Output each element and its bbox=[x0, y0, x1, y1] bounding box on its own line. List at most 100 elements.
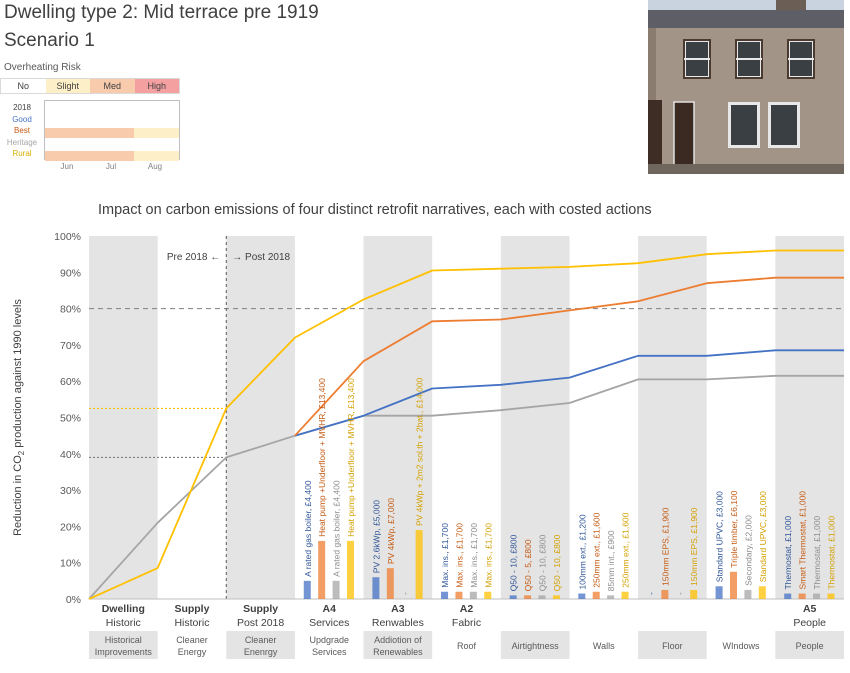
action-label: Smart Thermostat, £1,000 bbox=[798, 491, 808, 590]
action-label: Q50 - 10, £800 bbox=[538, 534, 548, 591]
action-label: Max. ins., £1,700 bbox=[454, 523, 464, 588]
overheating-risk-legend: No Slight Med High bbox=[0, 78, 180, 94]
action-label: Thermostat, £1,000 bbox=[783, 516, 793, 590]
action-bar bbox=[386, 568, 394, 599]
overheating-cell bbox=[45, 151, 90, 161]
stage-bottom-band bbox=[89, 631, 158, 659]
stage-bottom-label: Cleaner bbox=[176, 635, 208, 645]
action-bar bbox=[372, 577, 380, 599]
overheating-row-label: Rural bbox=[12, 149, 32, 158]
scenario-title: Scenario 1 bbox=[4, 30, 95, 51]
overheating-cell bbox=[134, 128, 179, 138]
action-label: Heat pump +Underfloor + MVHR, £13,400 bbox=[317, 378, 327, 537]
stage-bottom-band bbox=[500, 631, 570, 659]
action-bar bbox=[484, 591, 492, 599]
action-bar bbox=[813, 593, 821, 599]
action-bars bbox=[303, 530, 835, 599]
overheating-month-label: Jul bbox=[105, 162, 117, 171]
overheating-grid bbox=[44, 100, 180, 161]
action-label: 150mm EPS, £1,900 bbox=[660, 507, 670, 586]
stage-top-label: A5 bbox=[803, 603, 817, 615]
action-bar bbox=[524, 595, 532, 599]
action-bar bbox=[607, 595, 615, 599]
stage-bottom-label: Energy bbox=[178, 647, 207, 657]
overheating-month-label: Aug bbox=[147, 162, 163, 171]
action-bar bbox=[729, 571, 737, 599]
action-label: Thermostat, £1,000 bbox=[812, 516, 822, 590]
action-label: Q50 - 5, £800 bbox=[523, 539, 533, 591]
overheating-risk-label: Overheating Risk bbox=[4, 62, 81, 73]
series-line bbox=[88, 249, 844, 600]
series-lines bbox=[88, 249, 844, 600]
overheating-cell bbox=[90, 140, 134, 150]
y-tick-label: 20% bbox=[60, 521, 81, 533]
action-bar bbox=[621, 591, 629, 599]
stage-bottom-label: Walls bbox=[593, 641, 615, 651]
stage-band bbox=[226, 236, 295, 599]
action-label: 250mm ext., £1,600 bbox=[621, 512, 631, 587]
risk-level-slight: Slight bbox=[45, 79, 90, 93]
stage-sub-label: Historic bbox=[174, 617, 209, 629]
risk-level-high: High bbox=[134, 79, 179, 93]
stage-labels: Dwelling Historic Historical Improvements Su… bbox=[89, 603, 844, 659]
action-bar bbox=[455, 591, 463, 599]
overheating-cell bbox=[90, 128, 134, 138]
overheating-row-label: Heritage bbox=[6, 137, 38, 147]
action-label: Secondary, £2,000 bbox=[743, 515, 753, 586]
action-label: Max. ins., £1,700 bbox=[469, 523, 479, 588]
action-bar bbox=[592, 591, 600, 599]
action-label: Max. ins., £1,700 bbox=[440, 523, 450, 588]
stage-band bbox=[775, 236, 844, 599]
stage-bottom-label: Floor bbox=[662, 641, 683, 651]
action-bar bbox=[827, 593, 835, 599]
action-bar bbox=[690, 589, 698, 599]
action-label: Q50 - 10, £800 bbox=[552, 534, 562, 591]
action-bar bbox=[509, 595, 517, 599]
series-line bbox=[294, 276, 844, 437]
action-bar bbox=[578, 593, 586, 599]
stage-top-label: A4 bbox=[323, 603, 337, 615]
action-label: PV 2.6kWp, £5,000 bbox=[371, 500, 381, 574]
y-tick-label: 50% bbox=[60, 413, 81, 425]
overheating-cell bbox=[90, 151, 134, 161]
post-2018-label: → Post 2018 bbox=[232, 252, 290, 263]
action-bar bbox=[715, 586, 723, 599]
stage-bottom-label: Improvements bbox=[95, 647, 153, 657]
overheating-cell bbox=[134, 105, 179, 115]
overheating-row-label: Best bbox=[13, 126, 30, 135]
action-bar bbox=[318, 540, 326, 599]
y-tick-label: 80% bbox=[60, 304, 81, 316]
overheating-cell bbox=[45, 128, 90, 138]
action-bar bbox=[469, 591, 477, 599]
y-tick-label: 70% bbox=[60, 340, 81, 352]
y-tick-label: 10% bbox=[60, 558, 81, 570]
overheating-cell bbox=[134, 140, 179, 150]
stage-band bbox=[89, 236, 158, 599]
action-bar bbox=[332, 580, 340, 599]
stage-bottom-label: Services bbox=[312, 647, 347, 657]
series-line bbox=[294, 349, 844, 437]
action-label: 250mm ext., £1,600 bbox=[592, 512, 602, 587]
action-labels: A rated gas boiler, £4,400 Heat pump +Und… bbox=[303, 377, 837, 595]
overheating-cell bbox=[45, 105, 90, 115]
action-label: Standard UPVC, £3,000 bbox=[758, 491, 768, 582]
y-tick-label: 90% bbox=[60, 267, 81, 279]
series-line bbox=[88, 374, 844, 600]
overheating-cell bbox=[45, 140, 90, 150]
stage-shading bbox=[89, 236, 844, 599]
stage-bottom-label: Historical bbox=[105, 635, 142, 645]
stage-top-label: Supply bbox=[243, 603, 278, 615]
action-bar bbox=[552, 595, 560, 599]
page-title: Dwelling type 2: Mid terrace pre 1919 bbox=[4, 2, 319, 23]
action-label: PV 4kWp + 2m2 sol.th + 2bat., £14,000 bbox=[415, 377, 425, 526]
action-bar bbox=[347, 540, 355, 599]
y-tick-label: 30% bbox=[60, 485, 81, 497]
action-bar bbox=[415, 530, 423, 599]
house-photo bbox=[648, 0, 844, 174]
overheating-cell bbox=[90, 105, 134, 115]
action-label: Thermostat, £1,000 bbox=[826, 516, 836, 590]
action-label: A rated gas boiler, £4,400 bbox=[303, 480, 313, 577]
stage-top-label: A3 bbox=[391, 603, 405, 615]
action-label: Heat pump +Underfloor + MVHR, £13,400 bbox=[346, 378, 356, 537]
stage-top-label: Dwelling bbox=[102, 603, 145, 615]
